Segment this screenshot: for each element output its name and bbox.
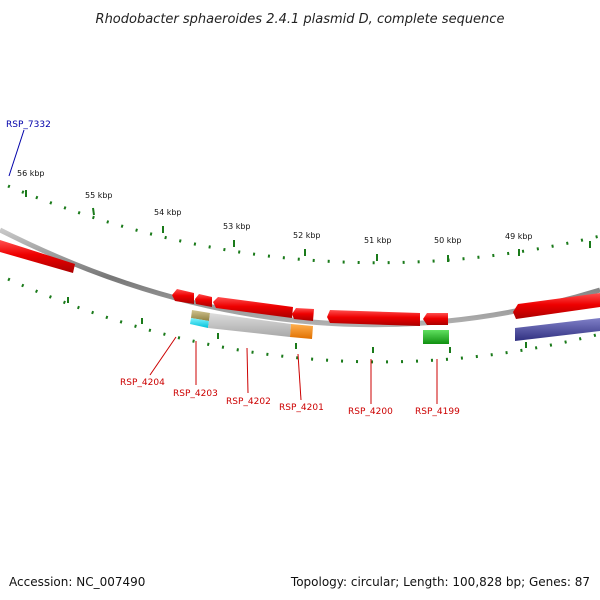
gene-rsp-4202[interactable] (213, 297, 293, 318)
kbp-label-55: 55 kbp (85, 191, 113, 200)
gene-rsp-4199[interactable] (423, 313, 448, 325)
gene-rsp-4200[interactable] (327, 310, 420, 326)
map-title: Rhodobacter sphaeroides 2.4.1 plasmid D,… (96, 12, 505, 27)
kbp-label-51: 51 kbp (364, 236, 392, 245)
gene-track (172, 289, 600, 344)
kbp-label-49: 49 kbp (505, 232, 533, 241)
kbp-label-56: 56 kbp (17, 169, 45, 178)
gene-cyan-block[interactable] (190, 318, 209, 328)
gene-rsp-4204[interactable] (172, 289, 194, 304)
kbp-label-54: 54 kbp (154, 208, 182, 217)
gene-label-rsp-4204[interactable]: RSP_4204 (120, 378, 165, 388)
gene-navy-block[interactable] (515, 318, 600, 341)
gene-label-rsp-7332[interactable]: RSP_7332 (6, 120, 51, 130)
gene-rsp-4201[interactable] (292, 308, 314, 321)
kbp-label-52: 52 kbp (293, 231, 321, 240)
gene-forward-left[interactable] (0, 240, 75, 273)
gene-label-rsp-4203[interactable]: RSP_4203 (173, 389, 218, 399)
gene-label-rsp-4200[interactable]: RSP_4200 (348, 407, 393, 417)
inner-scale-ring (7, 277, 600, 364)
topology-summary: Topology: circular; Length: 100,828 bp; … (290, 575, 590, 589)
tick-55kbp (92, 207, 95, 216)
gene-label-rsp-4202[interactable]: RSP_4202 (226, 397, 271, 407)
gene-label-rsp-4201[interactable]: RSP_4201 (279, 403, 324, 413)
major-ticks (25, 190, 591, 262)
gene-green-block[interactable] (423, 330, 449, 344)
gene-forward-right[interactable] (513, 293, 600, 319)
kbp-label-50: 50 kbp (434, 236, 462, 245)
label-leaders (8, 129, 438, 404)
gene-gray-block[interactable] (208, 313, 291, 337)
kbp-label-53: 53 kbp (223, 222, 251, 231)
gene-label-rsp-4199[interactable]: RSP_4199 (415, 407, 460, 417)
gene-rsp-4203[interactable] (195, 294, 212, 307)
accession-text: Accession: NC_007490 (9, 575, 145, 589)
gene-orange-block[interactable] (290, 324, 313, 339)
gene-olive-block[interactable] (191, 310, 210, 321)
